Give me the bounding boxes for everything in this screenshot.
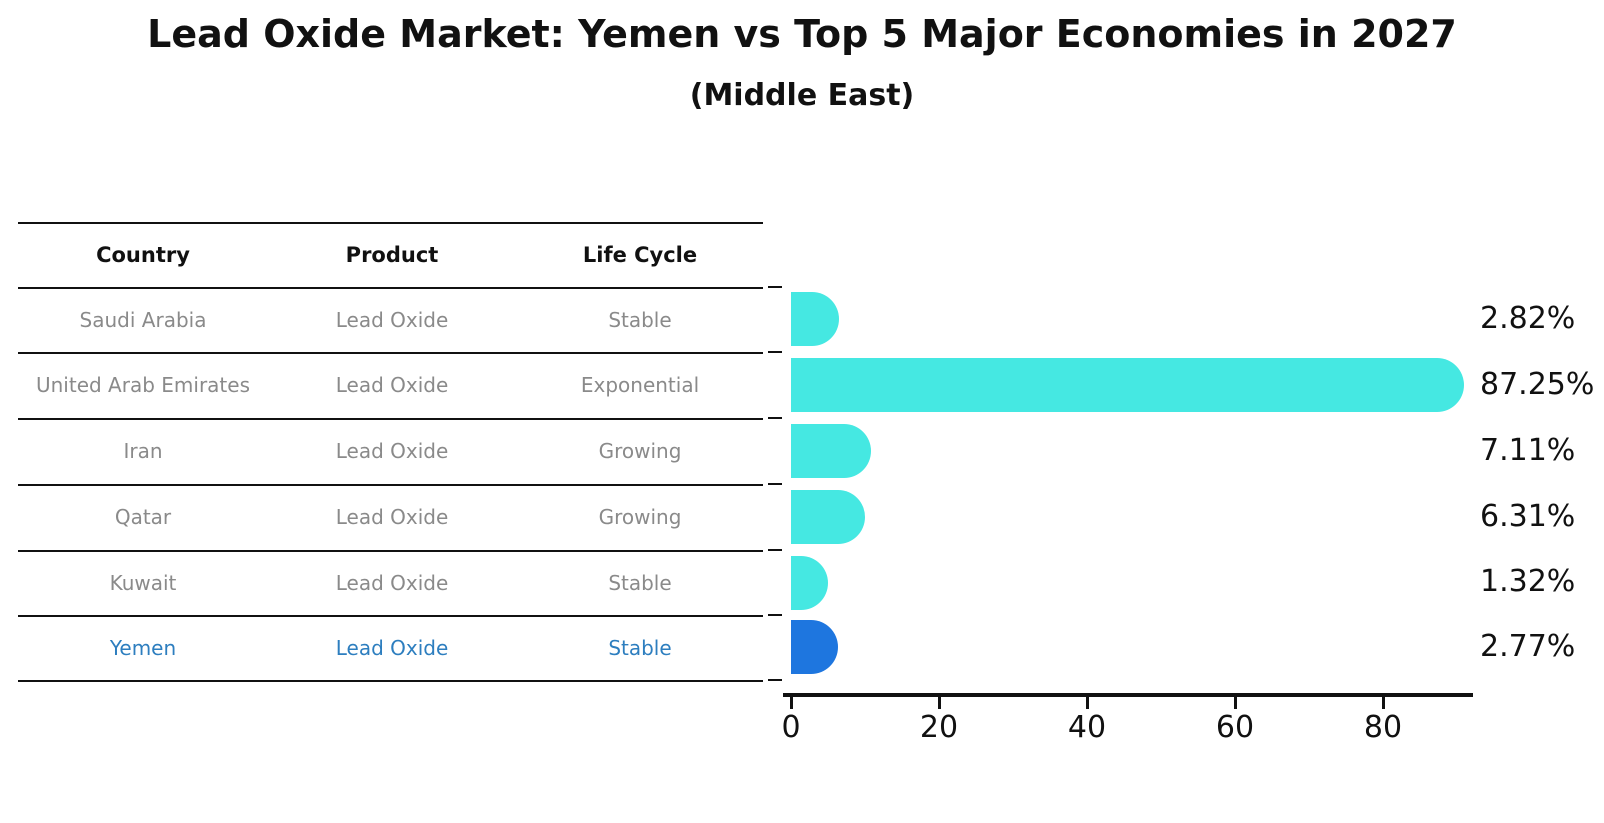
x-axis-tick-label: 40	[1067, 710, 1107, 745]
table-header-product: Product	[345, 242, 439, 267]
bar-saudi-arabia	[791, 292, 839, 346]
x-axis-tick	[1234, 697, 1237, 709]
bar-value-label: 7.11%	[1480, 433, 1576, 468]
bar-value-label: 2.77%	[1480, 629, 1576, 664]
cell-product: Lead Oxide	[335, 504, 449, 529]
y-axis-tick	[768, 417, 782, 419]
cell-life-cycle: Exponential	[580, 372, 700, 397]
chart-subtitle: (Middle East)	[689, 78, 915, 113]
cell-product: Lead Oxide	[335, 372, 449, 397]
bar-value-label: 6.31%	[1480, 499, 1576, 534]
bar-value-label: 2.82%	[1480, 301, 1576, 336]
x-axis-line	[783, 693, 1473, 697]
y-axis-tick	[768, 549, 782, 551]
x-axis-tick	[790, 697, 793, 709]
table-rule	[18, 352, 763, 354]
bar-kuwait	[791, 556, 828, 610]
cell-product: Lead Oxide	[335, 307, 449, 332]
x-axis-tick	[1382, 697, 1385, 709]
table-rule	[18, 484, 763, 486]
cell-country: Qatar	[114, 504, 172, 529]
table-rule	[18, 615, 763, 617]
table-row: Saudi Arabia Lead Oxide Stable	[0, 287, 763, 352]
y-axis-tick	[768, 679, 782, 681]
cell-country: Kuwait	[109, 570, 177, 595]
y-axis-tick	[768, 614, 782, 616]
x-axis-tick-label: 60	[1215, 710, 1255, 745]
bar-iran	[791, 424, 871, 478]
cell-product: Lead Oxide	[335, 438, 449, 463]
x-axis-tick-label: 80	[1363, 710, 1403, 745]
cell-country: United Arab Emirates	[35, 372, 250, 397]
cell-life-cycle: Stable	[608, 570, 672, 595]
bar-value-label: 87.25%	[1480, 367, 1595, 402]
y-axis-tick	[768, 286, 782, 288]
bar-value-label: 1.32%	[1480, 564, 1576, 599]
table-row: Qatar Lead Oxide Growing	[0, 484, 763, 549]
cell-product: Lead Oxide	[335, 635, 449, 660]
cell-country: Yemen	[109, 635, 177, 660]
y-axis-tick	[768, 351, 782, 353]
table-row: United Arab Emirates Lead Oxide Exponent…	[0, 352, 763, 417]
table-rule-header	[18, 287, 763, 289]
cell-life-cycle: Growing	[598, 504, 682, 529]
table-row-highlighted: Yemen Lead Oxide Stable	[0, 615, 763, 680]
bar-united-arab-emirates	[791, 358, 1464, 412]
table-row: Iran Lead Oxide Growing	[0, 418, 763, 483]
x-axis-tick-label: 20	[919, 710, 959, 745]
y-axis-tick	[768, 483, 782, 485]
bar-qatar	[791, 490, 865, 544]
x-axis-tick-label: 0	[781, 710, 801, 745]
table-rule	[18, 418, 763, 420]
chart-title: Lead Oxide Market: Yemen vs Top 5 Major …	[147, 12, 1457, 56]
cell-country: Saudi Arabia	[79, 307, 207, 332]
x-axis-tick	[1086, 697, 1089, 709]
table-rule-bottom	[18, 680, 763, 682]
cell-country: Iran	[123, 438, 163, 463]
table-header-country: Country	[96, 242, 190, 267]
x-axis-tick	[938, 697, 941, 709]
table-header-life-cycle: Life Cycle	[582, 242, 698, 267]
table-rule-top	[18, 222, 763, 224]
bar-yemen-highlighted	[791, 620, 838, 674]
table-rule	[18, 550, 763, 552]
cell-life-cycle: Stable	[608, 635, 672, 660]
cell-life-cycle: Growing	[598, 438, 682, 463]
cell-product: Lead Oxide	[335, 570, 449, 595]
table-row: Kuwait Lead Oxide Stable	[0, 550, 763, 615]
cell-life-cycle: Stable	[608, 307, 672, 332]
